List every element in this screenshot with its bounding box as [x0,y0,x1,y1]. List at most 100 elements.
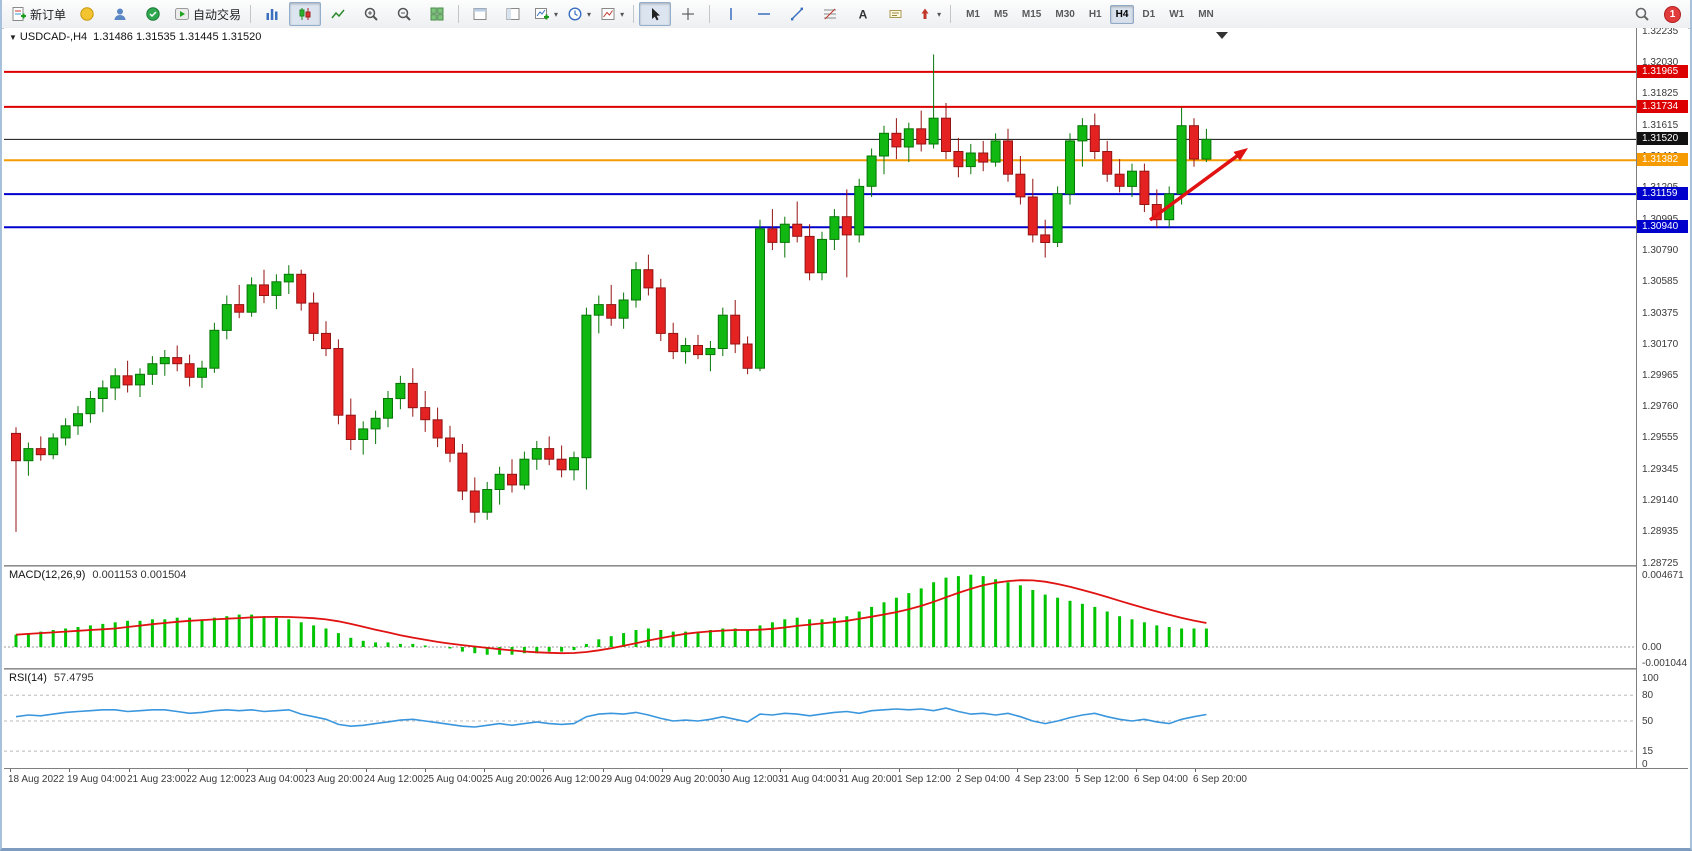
templates-button[interactable]: ▾ [596,2,628,26]
timeframe-m30-button[interactable]: M30 [1055,8,1075,20]
trend-arrow-head [1233,148,1248,161]
price-axis-label: 1.29760 [1642,401,1679,412]
time-axis-tick [484,769,485,772]
macd-plot[interactable] [4,567,1636,668]
text-label-button[interactable] [880,2,912,26]
periods-button[interactable]: ▾ [563,2,595,26]
mql5-button[interactable] [71,2,103,26]
price-level-tag[interactable]: 1.31159 [1637,187,1688,200]
price-level-tag[interactable]: 1.31382 [1637,153,1688,166]
time-axis-label: 29 Aug 04:00 [601,774,660,785]
price-axis-label: 1.30375 [1642,308,1679,319]
price-level-tag[interactable]: 1.31965 [1637,65,1688,78]
crosshair-button[interactable] [672,2,704,26]
timeframe-d1-button[interactable]: D1 [1142,8,1156,20]
templates-icon [601,8,615,20]
zoom-out-icon [397,7,411,21]
zoom-in-icon [364,7,378,21]
search-button[interactable] [1626,2,1658,26]
price-axis-label: 1.32030 [1642,57,1679,68]
zoom-out-button[interactable] [388,2,420,26]
crosshair-icon [682,8,695,20]
timeframe-m1-button[interactable]: M1 [966,8,980,20]
toolbar-separator [633,5,635,23]
price-level-tag[interactable]: 1.30940 [1637,220,1688,233]
data-window-button[interactable] [464,2,496,26]
macd-values: 0.001153 0.001504 [92,569,187,581]
macd-axis[interactable]: 0.004671 0.00 -0.001044 [1637,567,1688,670]
autotrade-label: 自动交易 [193,7,242,22]
new-order-button[interactable]: 新订单 [7,2,70,26]
indicators-button[interactable]: ▾ [530,2,562,26]
trendline-button[interactable] [781,2,813,26]
data-window-icon [473,8,487,20]
bar-chart-button[interactable] [256,2,288,26]
time-axis-label: 23 Aug 04:00 [245,774,304,785]
price-axis-label: 1.28725 [1642,558,1679,569]
zoom-in-button[interactable] [355,2,387,26]
price-scale[interactable]: 1.322351.320301.318251.316151.314101.312… [1636,28,1688,770]
chart-window: ▼ USDCAD-,H4 1.31486 1.31535 1.31445 1.315… [4,28,1688,846]
macd-signal-line [15,579,1207,655]
timeframe-w1-button[interactable]: W1 [1169,8,1185,20]
fibonacci-icon [824,8,837,20]
candlestick-chart-button[interactable] [289,2,322,26]
chevron-down-icon: ▾ [554,9,559,19]
market-button[interactable] [137,2,169,26]
macd-label: MACD(12,26,9) 0.001153 0.001504 [9,569,186,581]
time-axis-label: 4 Sep 23:00 [1015,774,1069,785]
timeframe-h4-button[interactable]: H4 [1109,4,1135,24]
timeframe-toolbar: M1 M5 M15 M30 H1 H4 D1 W1 MN [960,4,1220,24]
cursor-button[interactable] [639,2,672,26]
chevron-down-icon: ▾ [937,9,942,19]
time-axis-label: 6 Sep 04:00 [1134,774,1188,785]
navigator-button[interactable] [497,2,529,26]
fibonacci-button[interactable] [814,2,846,26]
tile-windows-button[interactable] [421,2,453,26]
main-price-axis[interactable]: 1.322351.320301.318251.316151.314101.312… [1637,28,1688,569]
search-icon [1635,7,1649,21]
timeframe-m5-button[interactable]: M5 [994,8,1008,20]
chart-symbol: USDCAD-,H4 [19,31,88,43]
profile-button[interactable] [104,2,136,26]
time-axis-label: 6 Sep 20:00 [1193,774,1247,785]
rsi-name: RSI(14) [9,672,47,684]
time-axis-tick [662,769,663,772]
candlestick-chart-icon [299,8,311,20]
price-axis-label: 1.28935 [1642,526,1679,537]
time-axis-label: 19 Aug 04:00 [67,774,126,785]
time-axis-tick [10,769,11,772]
vertical-line-button[interactable] [715,2,747,26]
text-icon: A [859,8,868,22]
shift-marker-icon [1216,32,1228,39]
toolbar-separator [950,5,952,23]
autotrade-button[interactable]: 自动交易 [170,2,245,26]
rsi-plot[interactable] [4,670,1636,768]
price-level-tag[interactable]: 1.31520 [1637,132,1688,145]
price-axis-label: 1.29555 [1642,432,1679,443]
horizontal-line-button[interactable] [748,2,780,26]
timeframe-m15-button[interactable]: M15 [1021,8,1042,20]
timeframe-h1-button[interactable]: H1 [1088,8,1102,20]
rsi-axis[interactable]: 100 80 50 15 0 [1637,670,1688,770]
main-chart-plot[interactable] [4,28,1636,565]
price-level-tag[interactable]: 1.31734 [1637,100,1688,113]
price-axis-label: 1.30170 [1642,339,1679,350]
horizontal-line-icon [758,13,771,15]
chart-ohlc: 1.31486 1.31535 1.31445 1.31520 [93,31,262,43]
time-axis-tick [1136,769,1137,772]
profile-icon [114,8,126,20]
line-chart-button[interactable] [322,2,354,26]
arrows-menu-button[interactable]: ▾ [913,2,945,26]
timeframe-mn-button[interactable]: MN [1198,8,1214,20]
time-axis-label: 1 Sep 12:00 [897,774,951,785]
panel-splitter[interactable] [4,668,1688,670]
rsi-axis-label: 15 [1642,746,1654,757]
notifications-badge[interactable]: 1 [1664,5,1681,23]
time-axis-label: 24 Aug 12:00 [364,774,423,785]
panel-splitter[interactable] [4,565,1688,567]
trend-arrow [1148,151,1242,222]
text-button[interactable]: A [847,2,879,26]
rsi-axis-label: 0 [1642,759,1648,770]
time-axis[interactable]: 18 Aug 2022 19 Aug 04:00 21 Aug 23:00 22 Au… [4,768,1688,789]
